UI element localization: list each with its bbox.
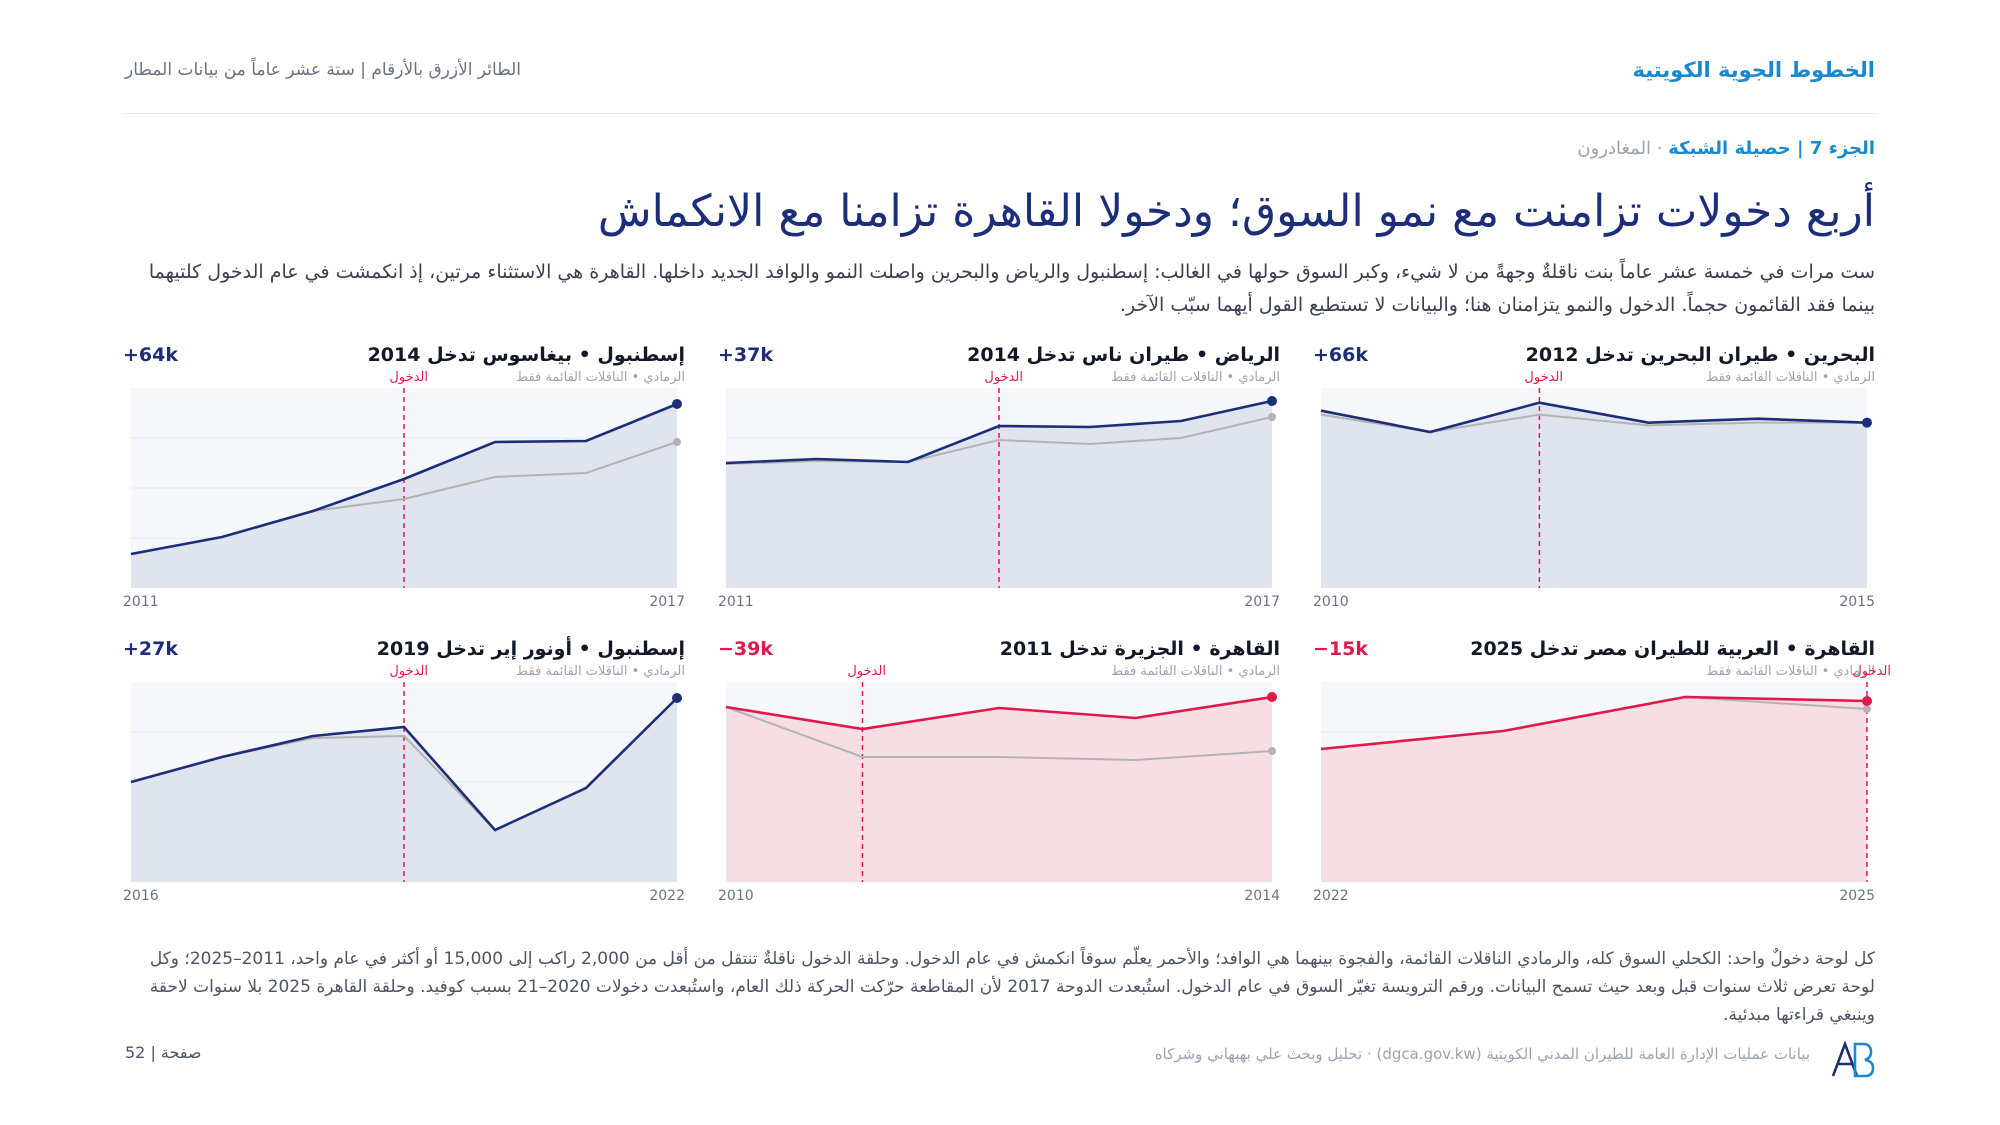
market-area <box>726 401 1272 588</box>
panel-title: إسطنبول • أونور إير تدخل 2019 <box>376 638 685 660</box>
market-line <box>130 402 678 556</box>
x-tick-end: 2017 <box>649 594 685 610</box>
incumbents-line <box>725 416 1273 465</box>
market-end-point <box>1267 396 1277 406</box>
chart-panel: إسطنبول • أونور إير تدخل 2019 +27k الرمادي… <box>123 638 685 928</box>
x-tick-start: 2010 <box>718 888 754 904</box>
market-end-point <box>672 693 682 703</box>
panel-chart <box>130 682 682 882</box>
entry-label: الدخول <box>1524 370 1563 385</box>
header-divider <box>125 113 1875 114</box>
entry-label: الدخول <box>1852 664 1891 679</box>
x-tick-end: 2015 <box>1839 594 1875 610</box>
section-part: الجزء 7 | حصيلة الشبكة <box>1668 138 1875 159</box>
panel-delta: +66k <box>1313 344 1368 366</box>
chart-panel: إسطنبول • بيغاسوس تدخل 2014 +64k الرمادي •… <box>123 344 685 634</box>
entry-label: الدخول <box>847 664 886 679</box>
panel-delta: +27k <box>123 638 178 660</box>
panel-title: إسطنبول • بيغاسوس تدخل 2014 <box>367 344 685 366</box>
chart-panel: القاهرة • الجزيرة تدخل 2011 −39k الرمادي •… <box>718 638 1280 928</box>
panel-delta: +64k <box>123 344 178 366</box>
market-line <box>130 697 678 832</box>
market-area <box>1321 402 1867 588</box>
panel-delta: −15k <box>1313 638 1368 660</box>
panel-legend: الرمادي • الناقلات القائمة فقط <box>1706 664 1875 679</box>
market-line <box>725 399 1273 465</box>
market-line <box>725 695 1273 731</box>
x-tick-end: 2025 <box>1839 888 1875 904</box>
incumbents-end-point <box>1268 747 1276 755</box>
brand-title: الخطوط الجوية الكويتية <box>1632 58 1875 82</box>
panel-chart <box>725 388 1277 588</box>
intro-paragraph: ست مرات في خمسة عشر عاماً بنت ناقلةٌ وجه… <box>148 261 1875 316</box>
market-end-point <box>1267 692 1277 702</box>
entry-label: الدخول <box>389 664 428 679</box>
chart-panel: الرياض • طيران ناس تدخل 2014 +37k الرمادي … <box>718 344 1280 634</box>
panel-delta: −39k <box>718 638 773 660</box>
entry-label: الدخول <box>984 370 1023 385</box>
methodology-note: كل لوحة دخولٌ واحد: الكحلي السوق كله، وا… <box>149 949 1875 1025</box>
incumbents-end-point <box>1863 705 1871 713</box>
panel-chart <box>725 682 1277 882</box>
market-end-point <box>672 399 682 409</box>
source-credit: بيانات عمليات الإدارة العامة للطيران الم… <box>1154 1045 1810 1063</box>
market-end-point <box>1862 417 1872 428</box>
x-tick-start: 2010 <box>1313 594 1349 610</box>
market-area <box>1321 697 1867 882</box>
panel-legend: الرمادي • الناقلات القائمة فقط <box>516 370 685 385</box>
panel-title: البحرين • طيران البحرين تدخل 2012 <box>1525 344 1875 366</box>
panel-legend: الرمادي • الناقلات القائمة فقط <box>516 664 685 679</box>
panel-title: القاهرة • الجزيرة تدخل 2011 <box>999 638 1280 660</box>
panel-title: الرياض • طيران ناس تدخل 2014 <box>967 344 1280 366</box>
x-tick-start: 2016 <box>123 888 159 904</box>
market-line <box>1320 401 1868 434</box>
panel-legend: الرمادي • الناقلات القائمة فقط <box>1706 370 1875 385</box>
entry-label: الدخول <box>389 370 428 385</box>
panel-legend: الرمادي • الناقلات القائمة فقط <box>1111 664 1280 679</box>
panel-title: القاهرة • العربية للطيران مصر تدخل 2025 <box>1470 638 1875 660</box>
x-tick-end: 2022 <box>649 888 685 904</box>
incumbents-line <box>725 706 1273 762</box>
incumbents-end-point <box>1268 413 1276 421</box>
market-area <box>726 697 1272 882</box>
market-line <box>1320 695 1868 751</box>
x-tick-end: 2014 <box>1244 888 1280 904</box>
panel-delta: +37k <box>718 344 773 366</box>
panel-chart <box>1320 388 1872 588</box>
chart-panel: البحرين • طيران البحرين تدخل 2012 +66k الر… <box>1313 344 1875 634</box>
section-name: · المغادرون <box>1577 138 1669 159</box>
x-tick-start: 2011 <box>718 594 754 610</box>
panel-chart <box>130 388 682 588</box>
report-subtitle: الطائر الأزرق بالأرقام | ستة عشر عاماً م… <box>125 60 522 80</box>
market-end-point <box>1862 696 1872 706</box>
x-tick-end: 2017 <box>1244 594 1280 610</box>
panel-legend: الرمادي • الناقلات القائمة فقط <box>1111 370 1280 385</box>
panel-chart <box>1320 682 1872 882</box>
ab-logo <box>1831 1040 1875 1078</box>
page-title: أربع دخولات تزامنت مع نمو السوق؛ ودخولا … <box>597 186 1875 237</box>
x-tick-start: 2022 <box>1313 888 1349 904</box>
x-tick-start: 2011 <box>123 594 159 610</box>
incumbents-end-point <box>673 438 681 446</box>
chart-panel: القاهرة • العربية للطيران مصر تدخل 2025 −… <box>1313 638 1891 928</box>
section-eyebrow: الجزء 7 | حصيلة الشبكة · المغادرون <box>1577 138 1875 159</box>
page-number: صفحة | 52 <box>125 1043 202 1062</box>
